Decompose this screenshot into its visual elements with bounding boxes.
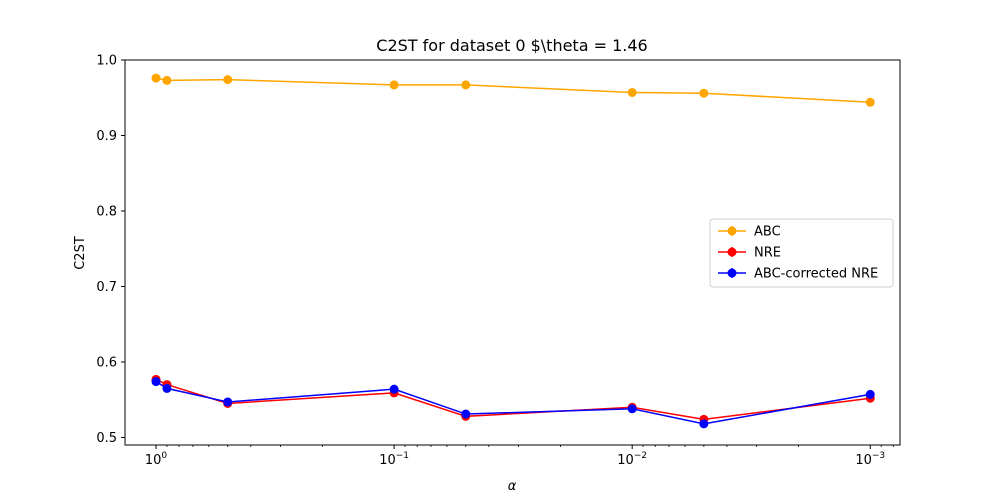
x-axis-label: α [508,479,517,494]
data-point [151,73,161,83]
chart-title: C2ST for dataset 0 $\theta = 1.46 [376,36,647,55]
legend-swatch-marker [727,226,737,236]
series-line [155,380,871,425]
plot-frame [124,59,901,446]
x-tick-label: 10−2 [617,451,647,468]
legend: ABC NRE ABC-corrected NRE [709,218,894,288]
data-point [627,404,637,414]
legend-label: ABC-corrected NRE [754,267,878,282]
data-point [461,409,471,419]
y-tick-label: 0.8 [96,204,117,219]
data-point [151,377,161,387]
x-tick-label: 10−3 [855,451,885,468]
data-point [865,97,875,107]
y-tick-label: 0.7 [96,280,117,295]
x-tick-label: 10−1 [379,451,409,468]
data-point [389,80,399,90]
data-point [389,384,399,394]
data-point [865,389,875,399]
data-point [699,88,709,98]
data-point [699,419,709,429]
data-point [461,80,471,90]
series-line [155,378,871,421]
x-tick-label: 100 [145,451,168,468]
legend-swatch-marker [727,247,737,257]
data-point [223,75,233,85]
y-tick-label: 1.0 [96,54,117,69]
data-point [162,383,172,393]
legend-label: ABC [754,225,781,240]
data-point [223,397,233,407]
y-axis-label: C2ST [73,236,88,270]
y-tick-label: 0.5 [96,431,117,446]
y-tick-label: 0.6 [96,355,117,370]
legend-swatch-marker [727,268,737,278]
series-layer [151,73,875,429]
axis-ticks: 0.5 0.6 0.7 0.8 0.9 1.0 100 10−1 10−2 10−3 [96,54,894,468]
legend-label: NRE [754,246,781,261]
data-point [162,75,172,85]
y-tick-label: 0.9 [96,129,117,144]
data-point [627,87,637,97]
legend-box [709,218,894,288]
series-line [155,77,871,104]
